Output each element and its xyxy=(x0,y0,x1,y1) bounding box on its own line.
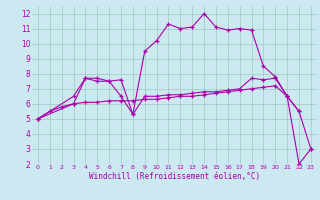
X-axis label: Windchill (Refroidissement éolien,°C): Windchill (Refroidissement éolien,°C) xyxy=(89,172,260,181)
